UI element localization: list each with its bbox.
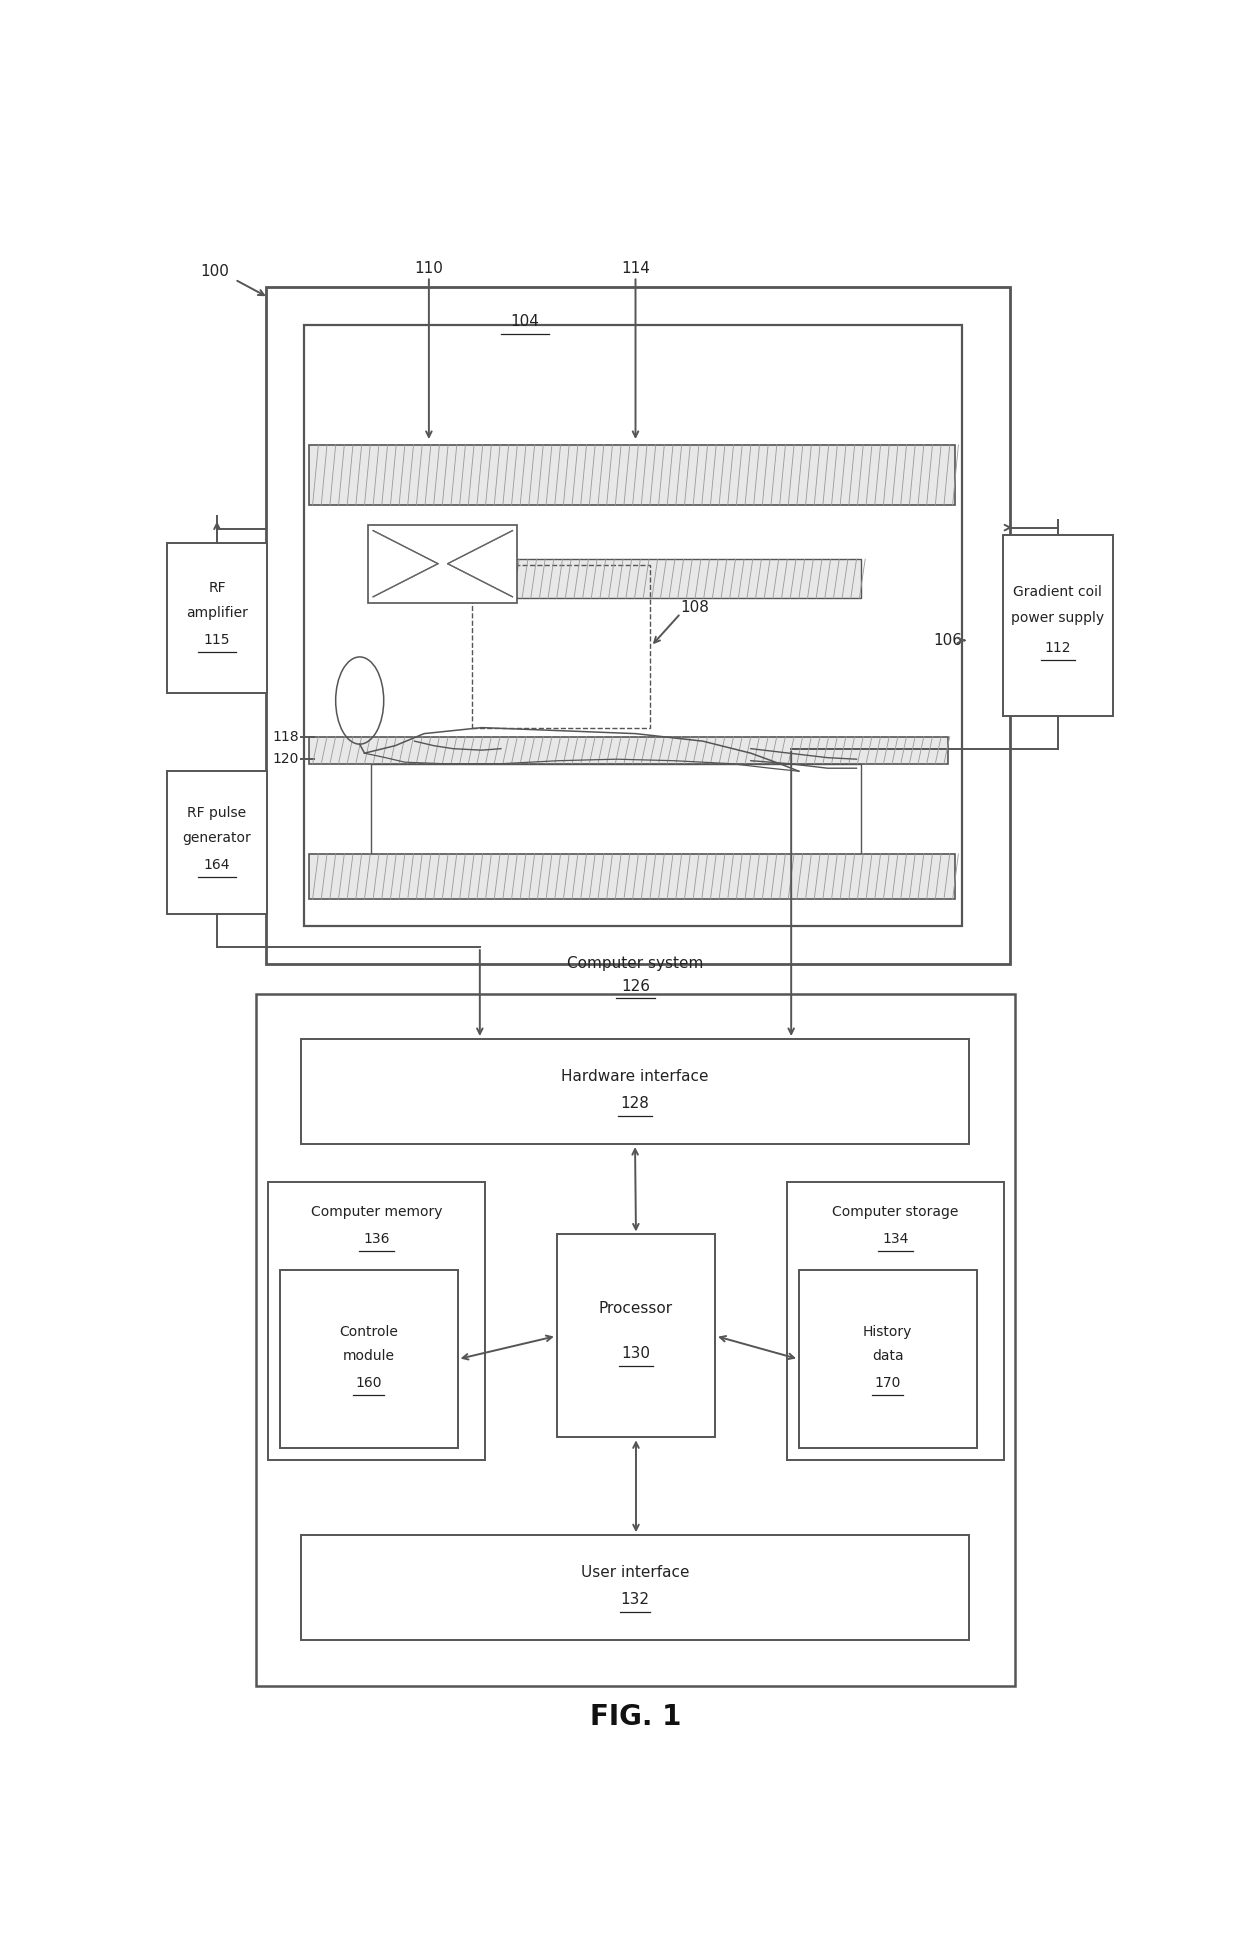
Text: module: module (342, 1350, 394, 1363)
Text: 128: 128 (620, 1096, 650, 1111)
Text: 114: 114 (621, 262, 650, 277)
Text: 132: 132 (620, 1592, 650, 1607)
Text: 170: 170 (874, 1377, 901, 1391)
FancyBboxPatch shape (557, 1234, 715, 1437)
Text: 112: 112 (1044, 641, 1071, 654)
FancyBboxPatch shape (265, 287, 1011, 963)
FancyBboxPatch shape (301, 1535, 968, 1641)
FancyBboxPatch shape (1003, 535, 1114, 715)
FancyBboxPatch shape (166, 543, 268, 693)
Text: 115: 115 (203, 633, 231, 646)
Text: generator: generator (182, 832, 252, 846)
Text: RF pulse: RF pulse (187, 805, 247, 820)
Text: Hardware interface: Hardware interface (562, 1068, 709, 1084)
Text: 106: 106 (934, 633, 962, 648)
Text: RF: RF (208, 580, 226, 596)
FancyBboxPatch shape (309, 445, 955, 506)
Text: 126: 126 (621, 978, 650, 994)
Text: 136: 136 (363, 1232, 389, 1246)
FancyBboxPatch shape (309, 736, 947, 764)
Text: Processor: Processor (599, 1301, 673, 1316)
Text: amplifier: amplifier (186, 605, 248, 621)
FancyBboxPatch shape (799, 1271, 977, 1447)
Text: Computer system: Computer system (568, 957, 703, 971)
Text: 160: 160 (356, 1377, 382, 1391)
FancyBboxPatch shape (304, 324, 962, 926)
Text: 118: 118 (273, 730, 299, 744)
FancyBboxPatch shape (371, 559, 862, 598)
FancyBboxPatch shape (787, 1182, 1003, 1461)
Text: Controle: Controle (340, 1326, 398, 1340)
FancyBboxPatch shape (166, 771, 268, 914)
FancyBboxPatch shape (368, 525, 517, 603)
Text: power supply: power supply (1012, 611, 1105, 625)
Text: data: data (872, 1350, 904, 1363)
Text: 130: 130 (621, 1346, 651, 1361)
Text: Computer storage: Computer storage (832, 1205, 959, 1219)
Text: 104: 104 (511, 314, 539, 330)
Text: 110: 110 (414, 262, 444, 277)
FancyBboxPatch shape (280, 1271, 458, 1447)
Text: History: History (863, 1326, 913, 1340)
FancyBboxPatch shape (371, 764, 862, 869)
Text: User interface: User interface (580, 1564, 689, 1580)
FancyBboxPatch shape (255, 994, 1016, 1685)
Text: 164: 164 (203, 857, 231, 873)
FancyBboxPatch shape (268, 1182, 485, 1461)
Text: Gradient coil: Gradient coil (1013, 586, 1102, 600)
Text: FIG. 1: FIG. 1 (590, 1703, 681, 1730)
FancyBboxPatch shape (309, 853, 955, 898)
FancyBboxPatch shape (301, 1039, 968, 1144)
Text: 100: 100 (200, 264, 229, 279)
Text: 120: 120 (273, 752, 299, 766)
Text: 108: 108 (681, 600, 709, 615)
Text: Computer memory: Computer memory (311, 1205, 443, 1219)
Text: 134: 134 (883, 1232, 909, 1246)
